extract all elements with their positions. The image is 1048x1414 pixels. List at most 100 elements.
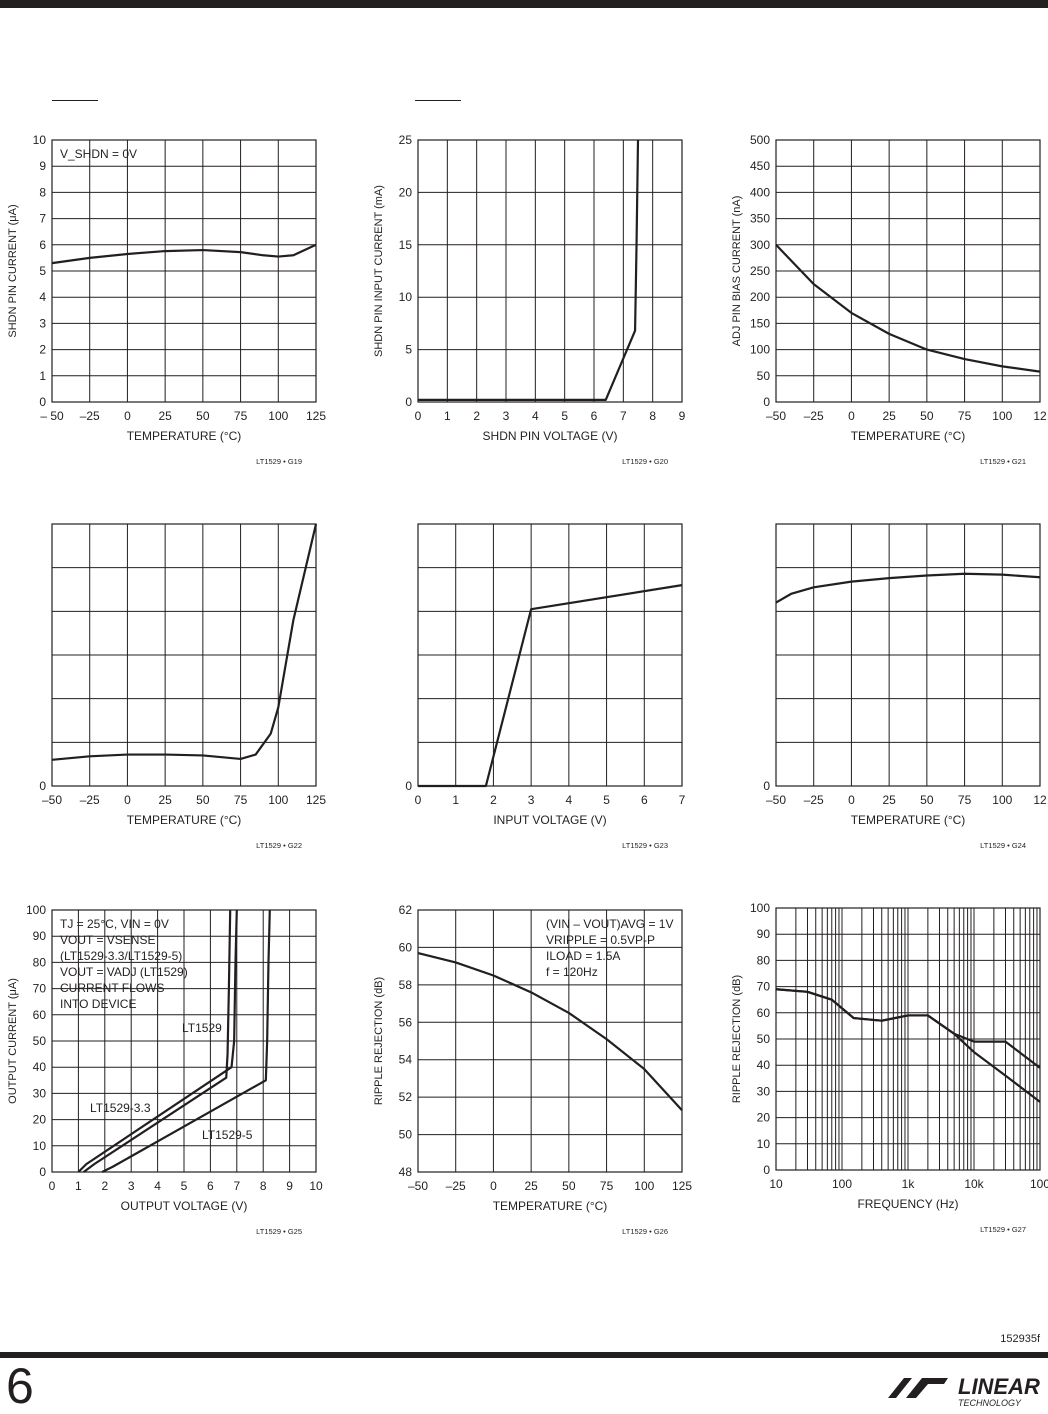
- y-tick-label: 80: [757, 953, 771, 967]
- x-tick-label: 100: [992, 409, 1012, 423]
- y-tick-label: 0: [39, 779, 46, 793]
- y-axis-label: SHDN PIN INPUT CURRENT (mA): [373, 185, 385, 357]
- y-tick-label: 54: [399, 1053, 413, 1067]
- x-tick-label: 3: [528, 793, 535, 807]
- plot-frame: [417, 909, 683, 1173]
- chart-4: –50 –25 0 25 50 75 100 125 0 TEMPERATURE (°C) LT15…: [39, 523, 326, 850]
- chart-code: LT1529 • G23: [622, 841, 668, 850]
- x-axis-label: SHDN PIN VOLTAGE (V): [483, 429, 618, 443]
- x-tick-label: 0: [124, 409, 131, 423]
- x-tick-label: 100: [992, 793, 1012, 807]
- x-tick-label: 100: [268, 793, 288, 807]
- series-label: LT1529-5: [202, 1128, 253, 1142]
- y-tick-label: 250: [750, 264, 770, 278]
- logo-subtext: TECHNOLOGY: [958, 1398, 1022, 1408]
- x-axis-label: TEMPERATURE (°C): [127, 813, 242, 827]
- x-tick-label: –50: [408, 1179, 428, 1193]
- x-tick-label: –50: [42, 793, 62, 807]
- y-axis-label: SHDN PIN CURRENT (μA): [7, 204, 19, 337]
- series-label: LT1529-3.3: [90, 1101, 151, 1115]
- chart-annotation: ILOAD = 1.5A: [546, 949, 620, 963]
- x-tick-label: – 50: [40, 409, 64, 423]
- x-tick-label: 75: [600, 1179, 614, 1193]
- x-tick-label: 4: [532, 409, 539, 423]
- series-line: [418, 139, 640, 402]
- y-tick-label: 5: [405, 343, 412, 357]
- x-tick-label: 75: [234, 793, 248, 807]
- y-tick-label: 90: [33, 929, 47, 943]
- x-tick-label: 9: [286, 1179, 293, 1193]
- x-tick-label: 1: [75, 1179, 82, 1193]
- x-tick-label: 100: [832, 1177, 852, 1191]
- y-tick-label: 7: [39, 212, 46, 226]
- plot-frame: [417, 523, 683, 787]
- x-tick-label: 10: [309, 1179, 323, 1193]
- y-tick-label: 60: [757, 1006, 771, 1020]
- y-tick-label: 8: [39, 185, 46, 199]
- y-tick-label: 10: [399, 290, 413, 304]
- x-tick-label: 3: [503, 409, 510, 423]
- x-tick-label: 0: [49, 1179, 56, 1193]
- chart-code: LT1529 • G27: [980, 1225, 1026, 1234]
- series-line: [418, 584, 683, 788]
- x-tick-label: –25: [446, 1179, 466, 1193]
- x-axis-label: TEMPERATURE (°C): [851, 813, 966, 827]
- x-tick-label: 25: [882, 793, 896, 807]
- y-tick-label: 58: [399, 978, 413, 992]
- y-tick-label: 50: [399, 1128, 413, 1142]
- y-tick-label: 0: [39, 1165, 46, 1179]
- x-tick-label: 50: [920, 793, 934, 807]
- y-tick-label: 40: [757, 1058, 771, 1072]
- chart-annotation: TJ = 25°C, VIN = 0V: [60, 917, 169, 931]
- x-tick-label: 10k: [964, 1177, 984, 1191]
- chart-code: LT1529 • G19: [256, 457, 302, 466]
- x-tick-label: 25: [524, 1179, 538, 1193]
- y-tick-label: 50: [757, 1032, 771, 1046]
- chart-annotation: INTO DEVICE: [60, 997, 136, 1011]
- section-rule-left: [52, 100, 98, 101]
- series-line: [775, 244, 1041, 373]
- y-tick-label: 20: [399, 185, 413, 199]
- x-axis-label: FREQUENCY (Hz): [857, 1197, 958, 1211]
- y-tick-label: 450: [750, 159, 770, 173]
- x-axis-label: TEMPERATURE (°C): [493, 1199, 608, 1213]
- series-line: [77, 909, 238, 1173]
- y-tick-label: 0: [763, 395, 770, 409]
- y-tick-label: 30: [33, 1086, 47, 1100]
- y-tick-label: 350: [750, 212, 770, 226]
- x-tick-label: 6: [641, 793, 648, 807]
- x-tick-label: 75: [958, 793, 972, 807]
- chart-annotation: CURRENT FLOWS: [60, 981, 164, 995]
- chart-9: 10 100 1k 10k 1000102030405060708090100FREQU…: [731, 901, 1048, 1234]
- series-line: [775, 988, 1041, 1103]
- y-tick-label: 25: [399, 133, 413, 147]
- x-tick-label: 2: [490, 793, 497, 807]
- y-tick-label: 3: [39, 316, 46, 330]
- y-tick-label: 9: [39, 159, 46, 173]
- x-tick-label: –25: [80, 793, 100, 807]
- x-tick-label: 2: [101, 1179, 108, 1193]
- y-tick-label: 10: [33, 1139, 47, 1153]
- chart-1: – 50 –25 0 25 50 75 100 125 0 1 2 3 4 5 6 7 8 9 10 TEMPERAT…: [7, 133, 326, 466]
- y-tick-label: 0: [405, 395, 412, 409]
- x-tick-label: 10: [769, 1177, 783, 1191]
- y-tick-label: 10: [757, 1137, 771, 1151]
- x-tick-label: 50: [196, 409, 210, 423]
- x-tick-label: 0: [848, 409, 855, 423]
- x-tick-label: –25: [804, 793, 824, 807]
- section-rule-mid: [415, 100, 461, 101]
- chart-8: –50 –25 0 25 50 75 100 125 48 50 52 54 56 58 60 62 TEMPE…: [373, 903, 692, 1236]
- x-tick-label: 25: [882, 409, 896, 423]
- x-tick-label: 6: [207, 1179, 214, 1193]
- x-tick-label: 125: [306, 409, 326, 423]
- y-tick-label: 15: [399, 238, 413, 252]
- y-tick-label: 90: [757, 927, 771, 941]
- y-tick-label: 400: [750, 185, 770, 199]
- x-tick-label: 75: [958, 409, 972, 423]
- series-label: LT1529: [182, 1021, 222, 1035]
- x-tick-label: 1k: [902, 1177, 916, 1191]
- x-tick-label: 0: [848, 793, 855, 807]
- x-tick-label: 0: [124, 793, 131, 807]
- y-tick-label: 30: [757, 1084, 771, 1098]
- chart-annotation: f = 120Hz: [546, 965, 598, 979]
